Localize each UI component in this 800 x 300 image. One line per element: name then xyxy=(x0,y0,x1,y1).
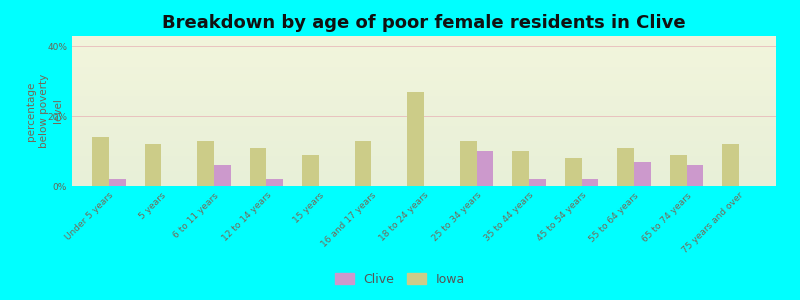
Bar xyxy=(529,179,546,186)
Bar xyxy=(266,179,283,186)
Bar xyxy=(214,165,230,186)
Bar xyxy=(197,141,214,186)
Bar xyxy=(565,158,582,186)
Bar xyxy=(582,179,598,186)
Bar xyxy=(145,144,162,186)
Legend: Clive, Iowa: Clive, Iowa xyxy=(330,268,470,291)
Bar xyxy=(407,92,424,186)
Bar xyxy=(92,137,109,186)
Bar xyxy=(670,154,686,186)
Bar xyxy=(354,141,371,186)
Bar xyxy=(460,141,477,186)
Bar xyxy=(109,179,126,186)
Bar xyxy=(634,162,651,186)
Bar xyxy=(477,151,494,186)
Bar xyxy=(512,151,529,186)
Bar xyxy=(618,148,634,186)
Y-axis label: percentage
below poverty
level: percentage below poverty level xyxy=(26,74,62,148)
Bar xyxy=(722,144,739,186)
Bar xyxy=(250,148,266,186)
Bar xyxy=(302,154,319,186)
Bar xyxy=(686,165,703,186)
Title: Breakdown by age of poor female residents in Clive: Breakdown by age of poor female resident… xyxy=(162,14,686,32)
